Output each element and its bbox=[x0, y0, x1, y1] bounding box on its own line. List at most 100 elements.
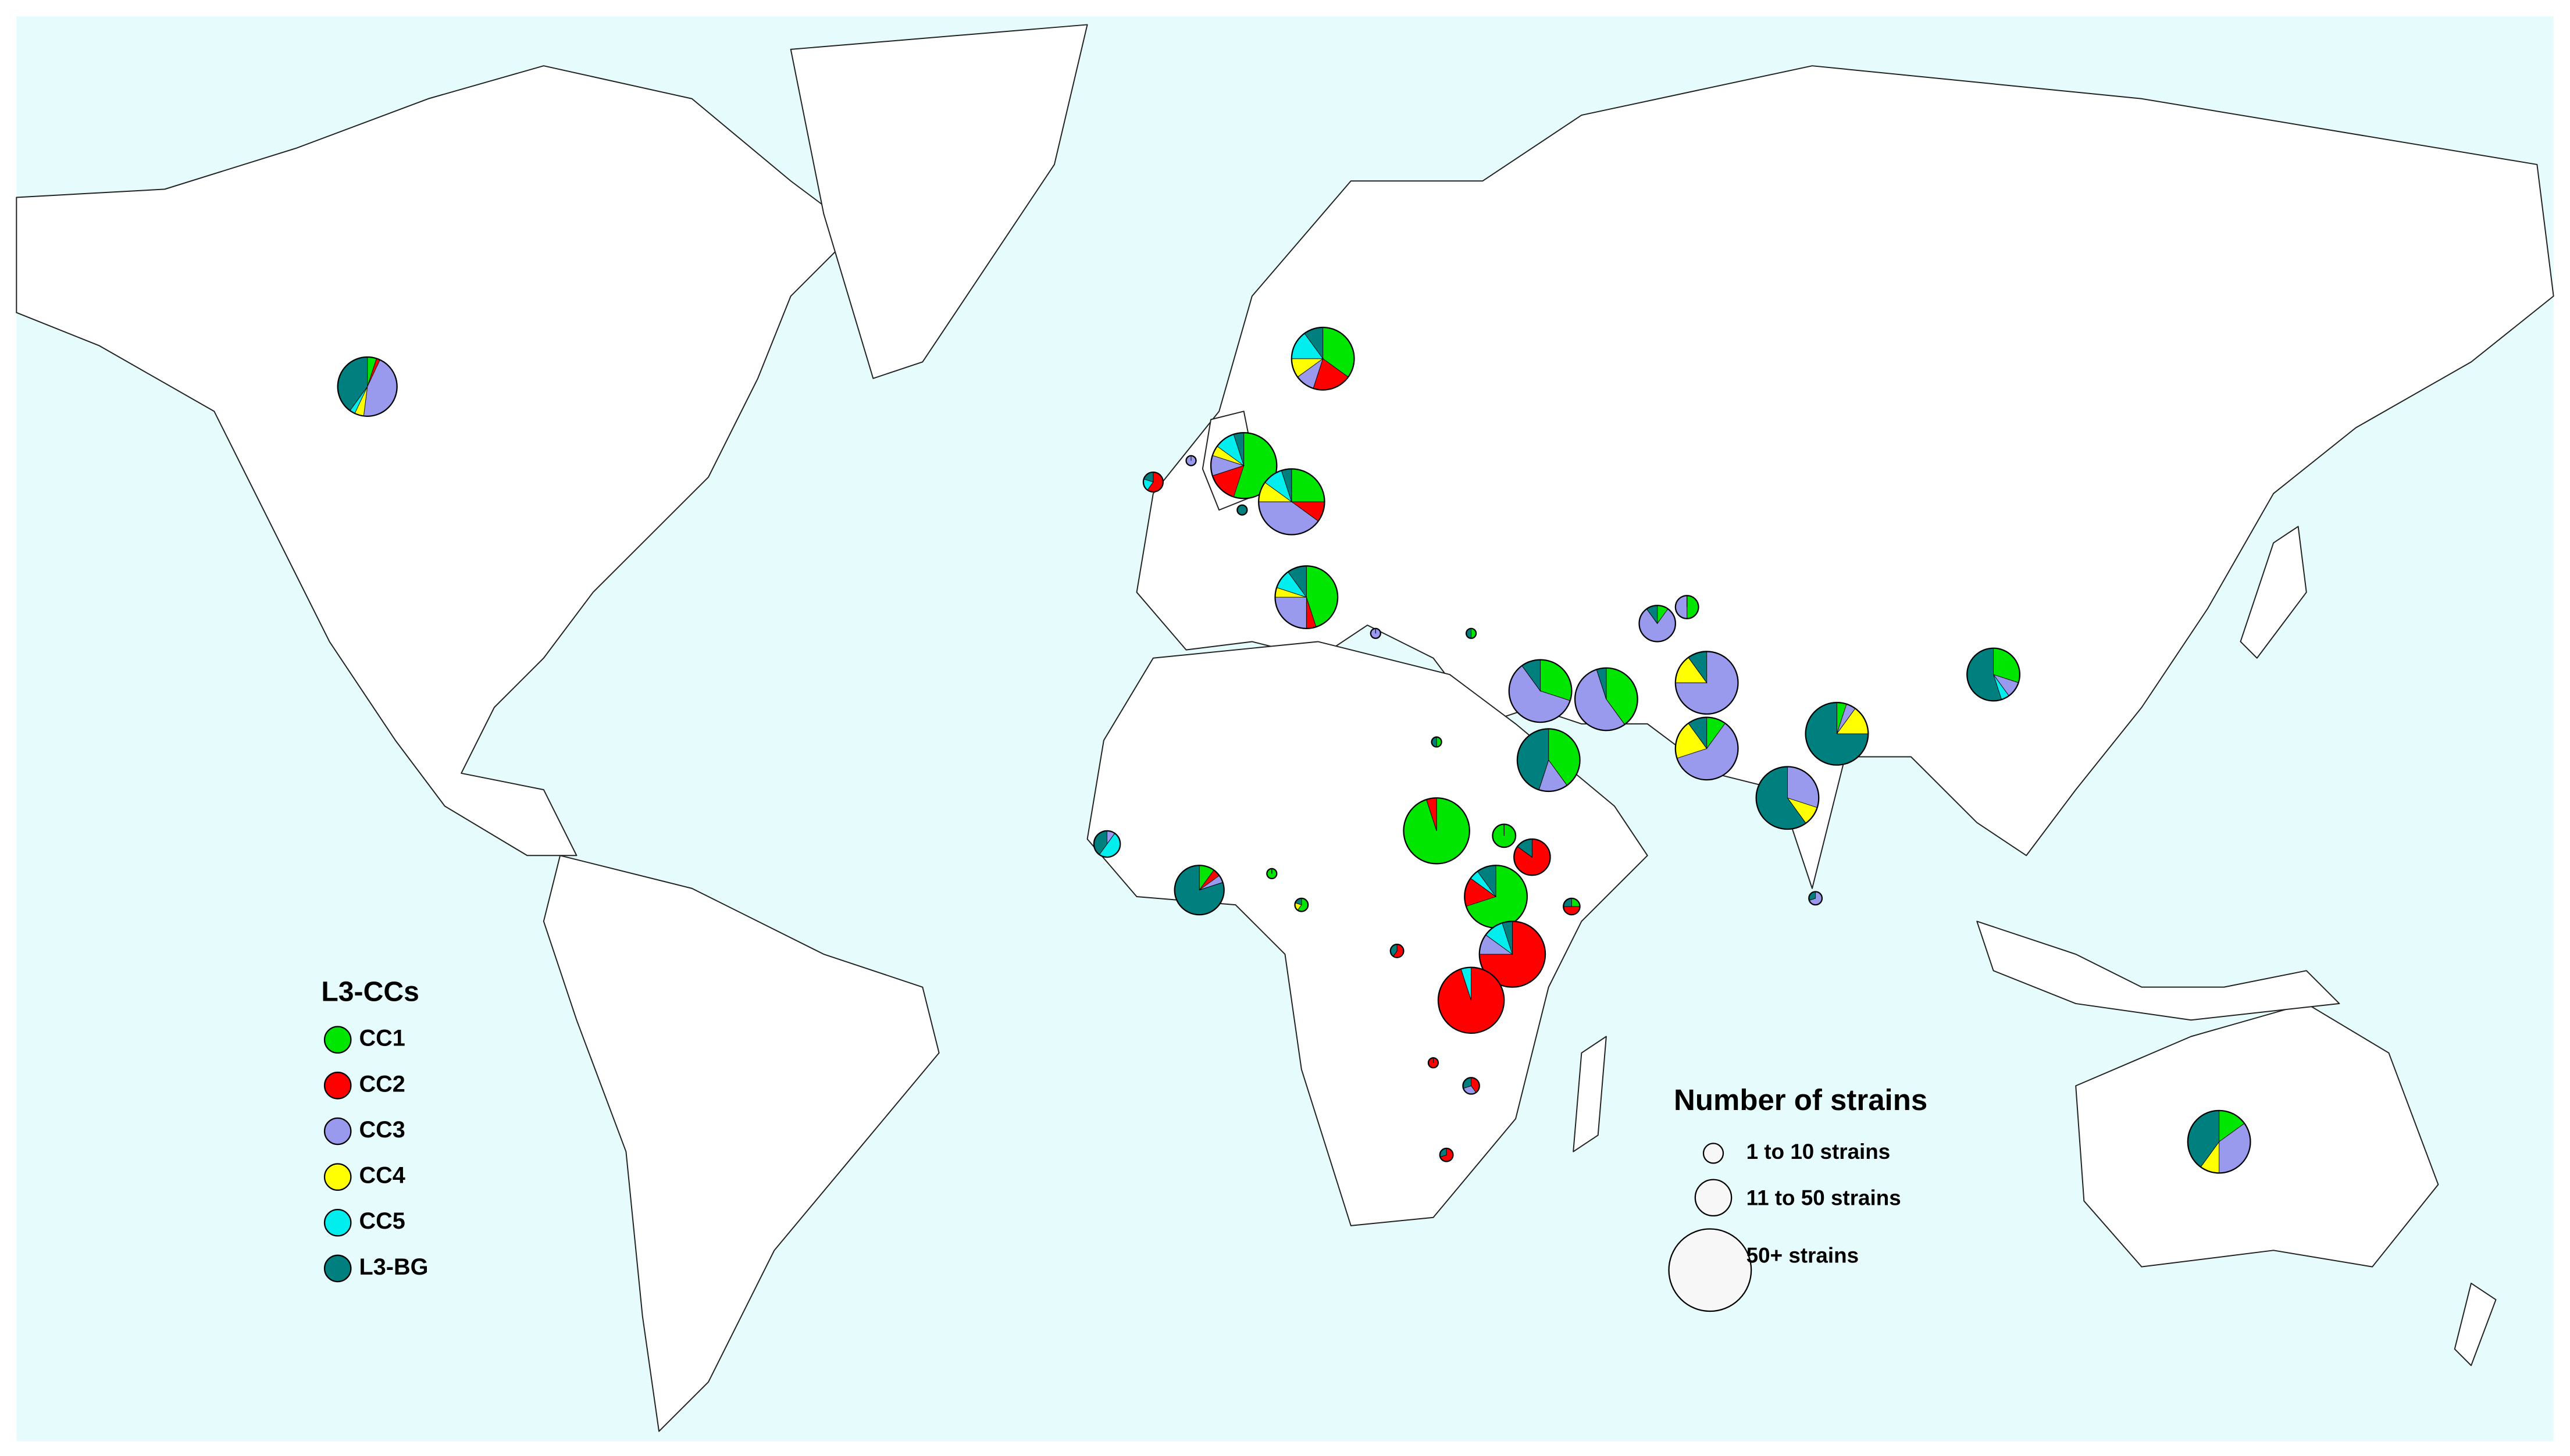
size-legend-title: Number of strains bbox=[1674, 1083, 1927, 1116]
pie-outline bbox=[1808, 891, 1823, 906]
pie-outline bbox=[1439, 1147, 1454, 1162]
pie-charts bbox=[337, 326, 2251, 1174]
legend-swatch bbox=[323, 1026, 352, 1054]
pie-outline bbox=[1370, 627, 1381, 639]
pie-outline bbox=[1674, 651, 1739, 715]
pie-outline bbox=[1236, 504, 1248, 516]
pie-outline bbox=[1755, 766, 1820, 830]
pie bbox=[1674, 651, 1739, 715]
greenland bbox=[790, 24, 1088, 379]
pie-outline bbox=[1389, 943, 1405, 958]
pie-outline bbox=[1437, 966, 1505, 1034]
pie bbox=[1638, 605, 1676, 643]
pie bbox=[1427, 1057, 1439, 1069]
pie-outline bbox=[1174, 865, 1225, 916]
legend-swatch bbox=[323, 1072, 352, 1100]
pie-outline bbox=[337, 356, 398, 417]
pie-outline bbox=[1674, 595, 1699, 619]
pie-outline bbox=[1431, 736, 1442, 748]
pie-outline bbox=[1805, 702, 1869, 766]
pie-outline bbox=[1465, 627, 1477, 639]
pie-outline bbox=[1274, 565, 1339, 629]
pie-outline bbox=[1563, 897, 1581, 916]
pie bbox=[1437, 966, 1505, 1034]
pie-outline bbox=[1462, 1077, 1480, 1095]
pie-outline bbox=[1516, 728, 1581, 793]
pie bbox=[1185, 455, 1197, 466]
pie-outline bbox=[1185, 455, 1197, 466]
pie bbox=[1805, 702, 1869, 766]
legend-swatch bbox=[323, 1209, 352, 1237]
pie bbox=[1513, 838, 1551, 876]
pie-outline bbox=[1266, 868, 1278, 880]
pie-outline bbox=[1210, 431, 1278, 499]
pie bbox=[1291, 326, 1355, 391]
size-label: 50+ strains bbox=[1746, 1243, 1859, 1267]
japan bbox=[2240, 526, 2307, 659]
indonesia bbox=[1976, 920, 2340, 1021]
pie bbox=[1266, 868, 1278, 880]
pie bbox=[1462, 1077, 1480, 1095]
size-label: 1 to 10 strains bbox=[1746, 1140, 1891, 1164]
pie bbox=[1492, 823, 1517, 848]
pie bbox=[1093, 830, 1121, 858]
pie-outline bbox=[1638, 605, 1676, 643]
pie-outline bbox=[1674, 716, 1739, 781]
pie bbox=[1674, 716, 1739, 781]
pie-outline bbox=[1478, 920, 1546, 988]
pie bbox=[2187, 1109, 2251, 1174]
pie bbox=[1370, 627, 1381, 639]
pie bbox=[1236, 504, 1248, 516]
size-swatch bbox=[1702, 1143, 1724, 1164]
pie-outline bbox=[1427, 1057, 1439, 1069]
pie-outline bbox=[1093, 830, 1121, 858]
legend-swatch bbox=[323, 1163, 352, 1191]
legend-label: CC5 bbox=[359, 1208, 405, 1234]
pie-outline bbox=[1574, 667, 1638, 731]
pie bbox=[1966, 647, 2021, 702]
pie bbox=[1431, 736, 1442, 748]
madagascar bbox=[1573, 1036, 1607, 1152]
legend: L3-CCs CC1 CC2 CC3 CC4 CC5 L3-BG bbox=[321, 976, 429, 1283]
north-america bbox=[16, 65, 857, 857]
legend-label: CC3 bbox=[359, 1117, 405, 1143]
pie bbox=[1389, 943, 1405, 958]
pie-outline bbox=[1403, 797, 1470, 865]
landmasses bbox=[16, 24, 2554, 1432]
pie bbox=[1508, 659, 1573, 723]
pie bbox=[1674, 595, 1699, 619]
size-swatch bbox=[1668, 1228, 1752, 1312]
legend-swatch bbox=[323, 1117, 352, 1145]
pie-outline bbox=[1513, 838, 1551, 876]
pie bbox=[1439, 1147, 1454, 1162]
pie bbox=[1258, 468, 1325, 536]
pie bbox=[1808, 891, 1823, 906]
africa bbox=[1086, 641, 1648, 1226]
pie bbox=[1574, 667, 1638, 731]
pie-outline bbox=[1258, 468, 1325, 536]
legend-swatch bbox=[323, 1254, 352, 1283]
pie bbox=[1274, 565, 1339, 629]
pie bbox=[1210, 431, 1278, 499]
pie bbox=[337, 356, 398, 417]
legend-label: CC1 bbox=[359, 1026, 405, 1051]
pie bbox=[1174, 865, 1225, 916]
pie bbox=[1294, 897, 1309, 912]
pie-outline bbox=[1294, 897, 1309, 912]
size-swatch bbox=[1694, 1179, 1733, 1217]
pie-outline bbox=[1291, 326, 1355, 391]
pie bbox=[1516, 728, 1581, 793]
south-america bbox=[543, 855, 940, 1432]
new-zealand bbox=[2454, 1282, 2497, 1366]
legend-title: L3-CCs bbox=[321, 976, 419, 1008]
legend-label: L3-BG bbox=[359, 1254, 429, 1280]
pie bbox=[1563, 897, 1581, 916]
pie-outline bbox=[1966, 647, 2021, 702]
size-label: 11 to 50 strains bbox=[1746, 1186, 1901, 1209]
pie-outline bbox=[1492, 823, 1517, 848]
pie bbox=[1403, 797, 1470, 865]
pie bbox=[1464, 865, 1528, 929]
pie bbox=[1755, 766, 1820, 830]
pie-outline bbox=[1142, 471, 1164, 493]
